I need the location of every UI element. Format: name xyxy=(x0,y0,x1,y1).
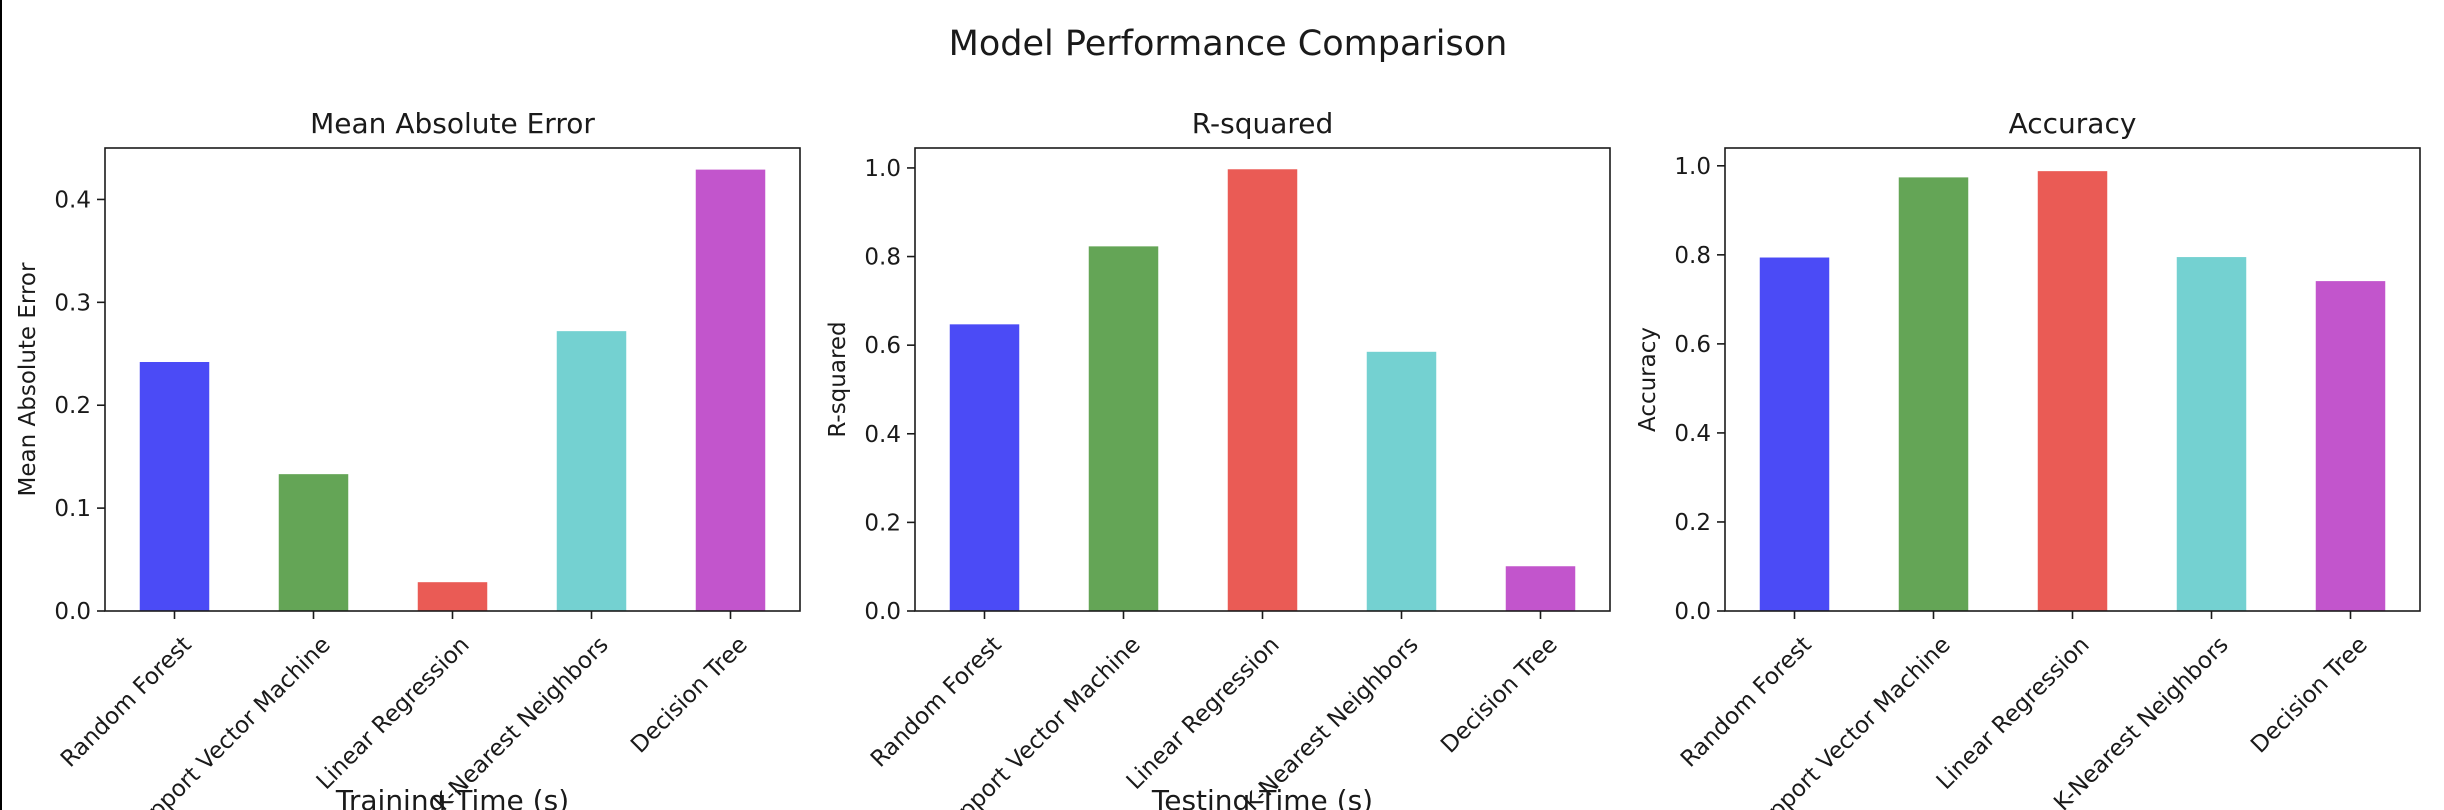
bar-random-forest xyxy=(1759,257,1830,611)
y-tick-label: 0.0 xyxy=(54,599,91,625)
chart-title: Mean Absolute Error xyxy=(310,107,595,140)
x-tick-label: Decision Tree xyxy=(2246,632,2373,759)
bar-random-forest xyxy=(949,324,1020,611)
y-tick-label: 1.0 xyxy=(864,156,901,182)
y-tick-label: 0.2 xyxy=(864,510,901,536)
y-axis-label: Mean Absolute Error xyxy=(15,262,41,496)
y-tick-label: 0.6 xyxy=(1674,332,1711,358)
y-axis-label: Accuracy xyxy=(1635,327,1661,432)
y-axis-label: R-squared xyxy=(825,321,851,437)
y-tick-label: 0.0 xyxy=(1674,599,1711,625)
chart-panel-1: Mean Absolute Error 0.0 0.1 0.2 0.3 0.4 Random… xyxy=(15,107,801,810)
x-axis-label: Testing Time (s) xyxy=(1151,784,1373,810)
y-tick-label: 0.2 xyxy=(1674,510,1711,536)
bar-k-nearest-neighbors xyxy=(556,331,627,611)
figure-title: Model Performance Comparison xyxy=(949,24,1508,64)
bar-linear-regression xyxy=(2037,171,2108,611)
y-tick-label: 0.0 xyxy=(864,599,901,625)
y-tick-label: 0.4 xyxy=(1674,421,1711,447)
x-tick-label: Random Forest xyxy=(1676,632,1817,773)
x-tick-label: Linear Regression xyxy=(1932,632,2095,795)
x-tick-label: Random Forest xyxy=(866,632,1007,773)
bar-decision-tree xyxy=(1505,566,1576,611)
x-tick-label: Linear Regression xyxy=(1122,632,1285,795)
y-tick-label: 0.4 xyxy=(864,422,901,448)
x-axis-label: Training Time (s) xyxy=(335,784,569,810)
bar-random-forest xyxy=(139,362,210,611)
chart-panel-2: R-squared 0.0 0.2 0.4 0.6 0.8 1.0 Random Forest… xyxy=(825,107,1611,810)
x-tick-label: Random Forest xyxy=(56,632,197,773)
bar-support-vector-machine xyxy=(1088,246,1159,611)
y-tick-label: 0.8 xyxy=(1674,243,1711,269)
y-tick-label: 0.6 xyxy=(864,333,901,359)
bar-support-vector-machine xyxy=(278,474,349,611)
y-tick-label: 0.2 xyxy=(54,393,91,419)
x-tick-label: Decision Tree xyxy=(626,632,753,759)
y-tick-label: 0.4 xyxy=(54,187,91,213)
chart-title: R-squared xyxy=(1192,107,1334,140)
chart-title: Accuracy xyxy=(2009,107,2137,140)
y-tick-label: 0.1 xyxy=(54,496,91,522)
bar-support-vector-machine xyxy=(1898,177,1969,611)
bar-k-nearest-neighbors xyxy=(2176,257,2247,611)
y-tick-label: 1.0 xyxy=(1674,154,1711,180)
y-tick-label: 0.3 xyxy=(54,290,91,316)
bar-linear-regression xyxy=(1227,169,1298,612)
figure-left-border xyxy=(0,0,2,810)
bar-decision-tree xyxy=(2315,281,2386,611)
x-tick-label: Decision Tree xyxy=(1436,632,1563,759)
x-tick-label: Linear Regression xyxy=(312,632,475,795)
bar-linear-regression xyxy=(417,582,488,611)
bar-k-nearest-neighbors xyxy=(1366,351,1437,611)
y-tick-label: 0.8 xyxy=(864,245,901,271)
bar-decision-tree xyxy=(695,169,766,611)
chart-panels: Mean Absolute Error 0.0 0.1 0.2 0.3 0.4 Random… xyxy=(15,107,2421,810)
